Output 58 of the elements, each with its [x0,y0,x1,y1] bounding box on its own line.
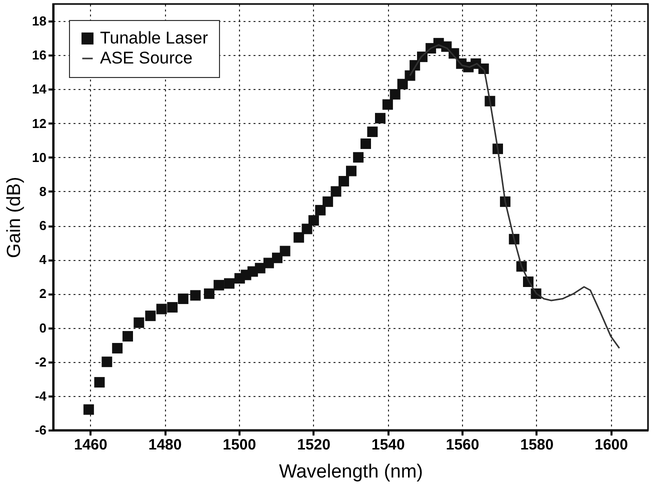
point [346,166,356,176]
point [308,215,319,226]
point [375,112,386,124]
point [83,404,94,415]
point [360,138,371,149]
point [390,89,400,100]
y-tick-label: 4 [39,252,48,268]
point [167,302,178,313]
y-tick-label: 14 [32,82,48,97]
point [122,331,133,342]
x-tick-label: 1540 [372,436,405,454]
point [263,258,274,268]
x-tick-label: 1580 [520,436,554,454]
x-tick-label: 1480 [148,436,182,454]
point [272,252,282,264]
point [190,290,201,301]
point [322,196,334,207]
y-tick-label: 12 [32,116,46,131]
x-tick-label: 1560 [446,436,480,454]
point [294,232,304,243]
y-tick-label: 18 [32,14,46,29]
x-tick-label: 1520 [297,436,330,454]
point [302,224,312,234]
point [178,294,188,304]
y-tick-label: 8 [39,184,46,199]
point [94,377,105,388]
point [156,304,167,314]
y-tick-label: -6 [34,422,46,438]
y-axis-title: Gain (dB) [4,176,26,258]
y-tick-label: 10 [32,150,46,165]
point [382,99,393,110]
x-tick-label: 1460 [74,436,108,454]
y-tick-label: 6 [39,218,46,234]
point [134,317,144,328]
point [330,186,342,197]
point [353,152,364,163]
point [315,204,326,216]
x-tick-label: 1500 [222,436,256,454]
y-tick-label: -2 [34,354,46,370]
point [338,176,350,186]
point [204,288,214,299]
y-tick-label: -4 [34,388,48,404]
x-axis-title: Wavelength (nm) [279,462,423,482]
point [224,278,235,289]
point [367,126,378,138]
x-tick-label: 1600 [594,436,628,454]
y-tick-label: 0 [39,320,46,336]
point [280,246,290,256]
legend-label: Tunable Laser [100,28,208,48]
legend-label: ASE Source [100,48,193,68]
point [102,356,112,368]
point [397,78,408,90]
point [214,280,224,290]
point [112,342,123,354]
y-tick-label: 2 [39,286,46,302]
point [145,310,156,322]
y-tick-label: 16 [32,48,46,63]
point [254,262,266,274]
